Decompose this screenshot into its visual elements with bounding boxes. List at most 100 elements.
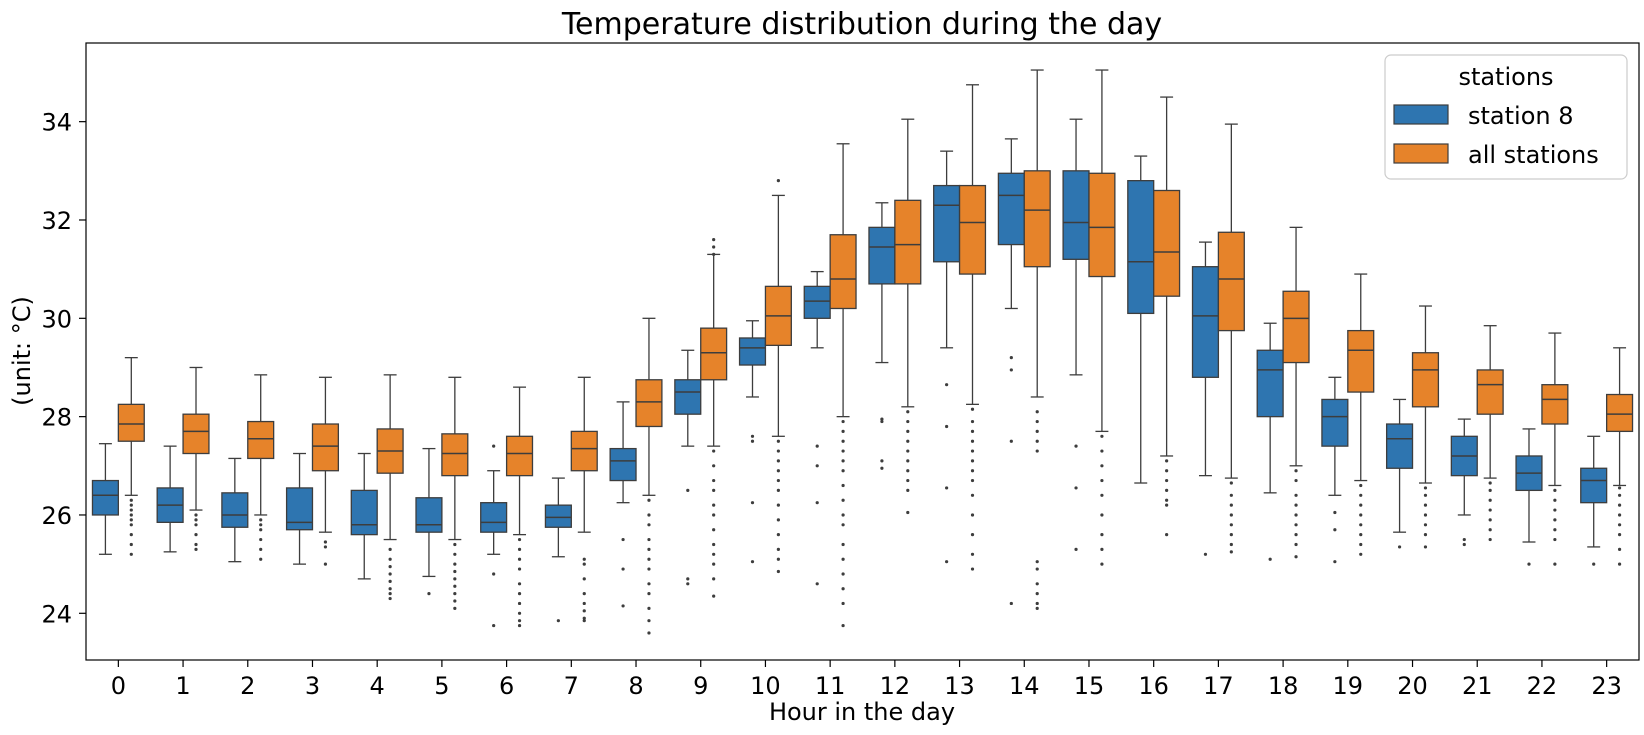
outlier-point [582, 619, 586, 623]
outlier-point [453, 552, 457, 556]
x-tick-label: 22 [1527, 672, 1558, 700]
outlier-point [1165, 498, 1169, 502]
outlier-point [1359, 483, 1363, 488]
box-station-8-hour-16 [1127, 155, 1155, 484]
outlier-point [194, 533, 198, 537]
box-all-stations-hour-11 [829, 143, 857, 628]
outlier-point [906, 419, 910, 424]
outlier-point [776, 449, 780, 453]
box-iqr [1023, 170, 1051, 268]
outlier-point [647, 592, 651, 596]
box-station-8-hour-1 [156, 445, 184, 553]
outlier-point [1165, 469, 1169, 473]
box-iqr [247, 420, 275, 460]
outlier-point [129, 513, 133, 517]
outlier-point [492, 444, 496, 448]
outlier-point [841, 623, 845, 628]
outlier-point [776, 469, 780, 473]
outlier-point [1074, 444, 1078, 448]
outlier-point [1488, 537, 1492, 542]
outlier-point [1333, 528, 1337, 532]
outlier-point [970, 439, 975, 443]
box-iqr [1347, 329, 1375, 393]
box-iqr [1153, 189, 1181, 297]
outlier-point [647, 537, 651, 542]
outlier-point [1165, 533, 1169, 537]
outlier-point [841, 498, 845, 502]
box-iqr [1088, 172, 1116, 278]
outlier-point [776, 478, 780, 483]
outlier-point [815, 444, 819, 448]
outlier-point [388, 547, 392, 551]
outlier-point [1229, 523, 1233, 527]
outlier-point [1617, 562, 1622, 566]
outlier-point [453, 599, 457, 603]
outlier-point [841, 449, 845, 453]
box-station-8-hour-14 [997, 138, 1025, 606]
x-tick-label: 2 [240, 672, 255, 700]
box-iqr [1282, 290, 1310, 364]
legend-title: stations [1458, 63, 1553, 91]
outlier-point [1423, 486, 1428, 490]
box-iqr [1541, 384, 1569, 425]
box-iqr [1385, 423, 1414, 469]
outlier-point [945, 486, 949, 490]
box-iqr [1321, 398, 1349, 447]
box-iqr [182, 413, 210, 455]
outlier-point [841, 459, 845, 463]
outlier-point [1100, 547, 1104, 551]
outlier-point [259, 528, 263, 532]
x-axis: 0 1 2 3 4 5 6 7 8 9 10 11 12 13 14 15 16 17 18 19 20 21 22 23 [111, 660, 1622, 700]
outlier-point [129, 552, 133, 556]
outlier-point [970, 407, 975, 411]
outlier-point [517, 619, 522, 623]
legend-swatch-all-stations [1393, 143, 1449, 164]
box-iqr [570, 430, 598, 472]
outlier-point [712, 245, 716, 249]
plot-frame [85, 42, 1640, 661]
outlier-point [647, 631, 651, 635]
outlier-point [906, 410, 910, 414]
box-station-8-hour-6 [480, 444, 508, 628]
outlier-point [776, 518, 780, 522]
outlier-point [1009, 368, 1013, 372]
outlier-point [194, 542, 198, 547]
outlier-point [1294, 493, 1298, 497]
outlier-point [621, 537, 625, 542]
outlier-point [1397, 545, 1402, 549]
outlier-point [1009, 356, 1013, 360]
outlier-point [1165, 459, 1169, 463]
outlier-point [906, 449, 910, 453]
box-station-8-hour-22 [1515, 428, 1543, 566]
box-all-stations-hour-21 [1476, 325, 1504, 542]
box-iqr [933, 184, 961, 263]
outlier-point [1165, 478, 1169, 483]
x-tick-label: 0 [111, 672, 126, 700]
outlier-point [1035, 410, 1039, 414]
outlier-point [1074, 486, 1078, 490]
outlier-point [323, 540, 328, 544]
box-iqr [1256, 349, 1284, 418]
outlier-point [970, 552, 975, 556]
outlier-point [129, 533, 133, 537]
box-station-8-hour-20 [1385, 398, 1414, 549]
outlier-point [712, 552, 716, 556]
box-iqr [997, 172, 1025, 246]
outlier-point [1423, 523, 1428, 527]
outlier-point [517, 547, 522, 551]
outlier-point [712, 528, 716, 532]
outlier-point [712, 562, 716, 566]
outlier-point [1294, 478, 1298, 483]
y-tick-label: 30 [41, 305, 72, 333]
outlier-point [582, 577, 586, 581]
x-tick-label: 17 [1203, 672, 1234, 700]
outlier-point [517, 567, 522, 571]
outlier-point [841, 513, 845, 517]
outlier-point [1100, 464, 1104, 468]
outlier-point [970, 493, 975, 497]
outlier-point [776, 459, 780, 463]
outlier-point [1553, 498, 1557, 502]
outlier-point [686, 582, 690, 586]
x-tick-label: 16 [1138, 672, 1169, 700]
outlier-point [776, 557, 780, 561]
